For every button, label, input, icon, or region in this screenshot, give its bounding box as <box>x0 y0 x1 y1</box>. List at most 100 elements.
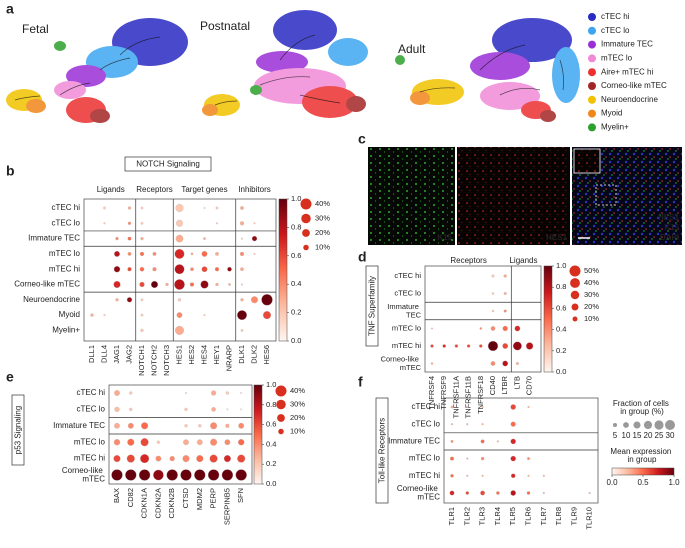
panel-title: Toll-like Receptors <box>378 418 387 483</box>
dot <box>209 454 218 463</box>
col-label: SERPINB5 <box>222 488 231 525</box>
colorbar-label: 0.6 <box>266 420 276 429</box>
dot <box>127 206 132 210</box>
size-legend-dot <box>612 422 618 428</box>
row-label: mTEC hi <box>392 341 422 350</box>
row-label: mTEC hi <box>74 454 105 463</box>
dot <box>127 252 132 256</box>
row-label: Immature TEC <box>387 302 421 320</box>
row-label: mTEC hi <box>409 471 440 480</box>
dot <box>512 341 522 351</box>
dot <box>174 264 185 275</box>
dot <box>174 279 185 290</box>
legend-label: Immature TEC <box>601 40 653 49</box>
dot <box>503 274 507 278</box>
channel-label: K15 <box>437 233 452 242</box>
col-label: TLR4 <box>493 507 502 525</box>
col-label: LTB <box>512 376 521 389</box>
dot <box>115 236 119 241</box>
dot <box>502 343 509 349</box>
dot <box>225 391 230 395</box>
umap-title: Fetal <box>22 22 49 36</box>
col-label: DLL4 <box>99 345 108 363</box>
dot <box>198 424 202 428</box>
dot <box>180 469 192 481</box>
size-legend-label: 15 <box>633 431 642 440</box>
dot <box>113 266 121 273</box>
colorbar-label: 0.0 <box>556 367 566 376</box>
dot <box>125 469 137 481</box>
dot <box>226 408 229 411</box>
dot <box>177 298 182 302</box>
dot <box>502 360 509 367</box>
dot <box>496 440 499 443</box>
col-label: TNFRSF18 <box>476 376 485 414</box>
size-legend-label: 40% <box>290 386 305 395</box>
col-label: TNFRSF11A <box>451 376 460 418</box>
dot <box>450 456 454 461</box>
dot <box>215 206 219 210</box>
size-legend-label: 50% <box>584 266 599 275</box>
dot <box>152 267 157 272</box>
dot <box>140 438 149 447</box>
size-legend-dot <box>300 198 312 210</box>
size-legend-dot <box>571 303 579 311</box>
dot <box>113 439 121 446</box>
group-header: Ligands <box>97 185 125 194</box>
col-label: TLR6 <box>523 507 532 525</box>
col-label: TLR7 <box>539 507 548 525</box>
dot <box>127 236 132 241</box>
row-label: mTEC lo <box>392 323 421 332</box>
size-legend-dot <box>275 385 287 397</box>
dot <box>139 251 145 256</box>
size-legend-label: 40% <box>315 199 330 208</box>
micrograph <box>457 147 570 245</box>
group-header: Target genes <box>181 185 227 194</box>
size-legend-dot <box>277 414 285 422</box>
plot-frame <box>108 384 253 485</box>
dot <box>152 252 157 256</box>
dot <box>481 474 484 477</box>
row-label: cTEC lo <box>52 218 81 227</box>
legend-label: Myelin+ <box>601 123 629 132</box>
col-label: HES4 <box>199 345 208 365</box>
dot <box>203 314 206 317</box>
colorbar-label: 1.0 <box>266 380 276 389</box>
dot <box>527 474 530 477</box>
row-label: cTEC hi <box>412 402 441 411</box>
colorbar-label: 0.0 <box>291 336 301 345</box>
dot <box>138 469 151 481</box>
col-label: CDKN2A <box>153 488 162 518</box>
dot <box>207 469 220 481</box>
col-label: HES1 <box>174 345 183 365</box>
size-legend-label: 25 <box>655 431 664 440</box>
dot <box>510 421 516 427</box>
dot <box>542 474 545 477</box>
dot <box>182 455 190 463</box>
dot <box>113 280 121 289</box>
dot <box>175 325 184 335</box>
dot <box>503 309 507 313</box>
dot <box>449 490 455 496</box>
dot <box>103 314 106 317</box>
dot <box>153 469 164 481</box>
size-legend-dot <box>665 420 675 430</box>
colorbar-label: 0.4 <box>556 325 566 334</box>
dot <box>240 283 244 286</box>
col-label: TLR5 <box>508 507 517 525</box>
col-label: TLR1 <box>447 507 456 525</box>
dot <box>214 267 220 272</box>
col-label: CD82 <box>126 488 135 507</box>
plot-frame <box>424 265 542 373</box>
dot <box>588 491 591 495</box>
legend-title: Mean expression in group <box>610 447 673 464</box>
dot <box>127 267 132 272</box>
col-label: HES6 <box>262 345 271 365</box>
dot <box>165 282 169 287</box>
dot <box>480 490 485 496</box>
colorbar-label: 0.0 <box>606 478 618 487</box>
colorbar <box>278 198 288 342</box>
row-label: Corneo-like mTEC <box>62 466 105 484</box>
legend-swatch <box>588 40 596 49</box>
col-label: CTSD <box>181 487 190 508</box>
